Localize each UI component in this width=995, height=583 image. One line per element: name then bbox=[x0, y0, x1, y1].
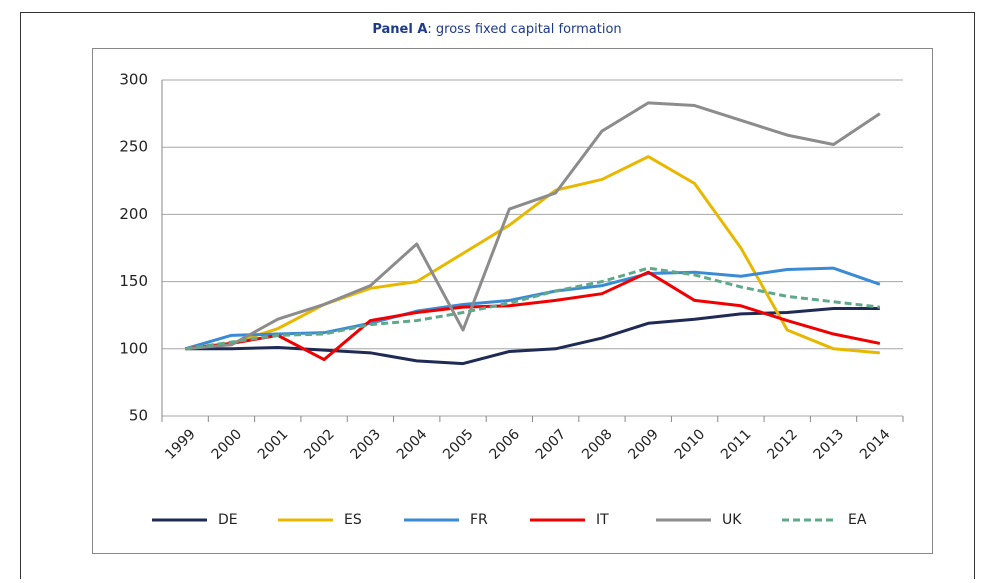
legend-label: FR bbox=[470, 512, 488, 528]
legend-label: ES bbox=[344, 512, 362, 528]
x-tick-label: 2002 bbox=[301, 426, 338, 463]
x-tick-label: 2012 bbox=[764, 426, 801, 463]
y-tick-label: 200 bbox=[119, 205, 148, 223]
legend-label: UK bbox=[722, 512, 742, 528]
x-tick-label: 2001 bbox=[255, 426, 292, 463]
x-tick-label: 2004 bbox=[394, 426, 431, 463]
chart-frame bbox=[92, 48, 933, 554]
legend-label: DE bbox=[218, 512, 238, 528]
title-prefix: Panel A bbox=[372, 22, 427, 37]
y-tick-label: 100 bbox=[119, 339, 148, 357]
y-tick-label: 150 bbox=[119, 272, 148, 290]
series-line bbox=[185, 101, 881, 351]
y-tick-label: 250 bbox=[119, 138, 148, 156]
outer-frame bbox=[20, 12, 975, 583]
y-tick-label: 300 bbox=[119, 71, 148, 89]
x-tick-label: 2011 bbox=[718, 426, 755, 463]
series-line bbox=[184, 266, 881, 351]
x-tick-label: 2013 bbox=[811, 426, 848, 463]
x-tick-label: 2000 bbox=[209, 426, 246, 463]
x-tick-label: 2009 bbox=[625, 426, 662, 463]
title-text: : gross fixed capital formation bbox=[427, 22, 621, 37]
series-line bbox=[184, 270, 881, 362]
x-tick-label: 1999 bbox=[162, 426, 199, 463]
legend-label: EA bbox=[848, 512, 867, 528]
x-tick-label: 2007 bbox=[533, 426, 570, 463]
x-tick-label: 2010 bbox=[672, 426, 709, 463]
x-tick-label: 2005 bbox=[440, 426, 477, 463]
y-tick-label: 50 bbox=[129, 407, 148, 425]
x-tick-label: 2003 bbox=[348, 426, 385, 463]
legend-label: IT bbox=[596, 512, 609, 528]
x-tick-label: 2006 bbox=[486, 426, 523, 463]
x-tick-label: 2014 bbox=[857, 426, 894, 463]
chart-title: Panel A: gross fixed capital formation bbox=[372, 22, 621, 37]
x-tick-label: 2008 bbox=[579, 426, 616, 463]
series-line bbox=[184, 155, 880, 355]
